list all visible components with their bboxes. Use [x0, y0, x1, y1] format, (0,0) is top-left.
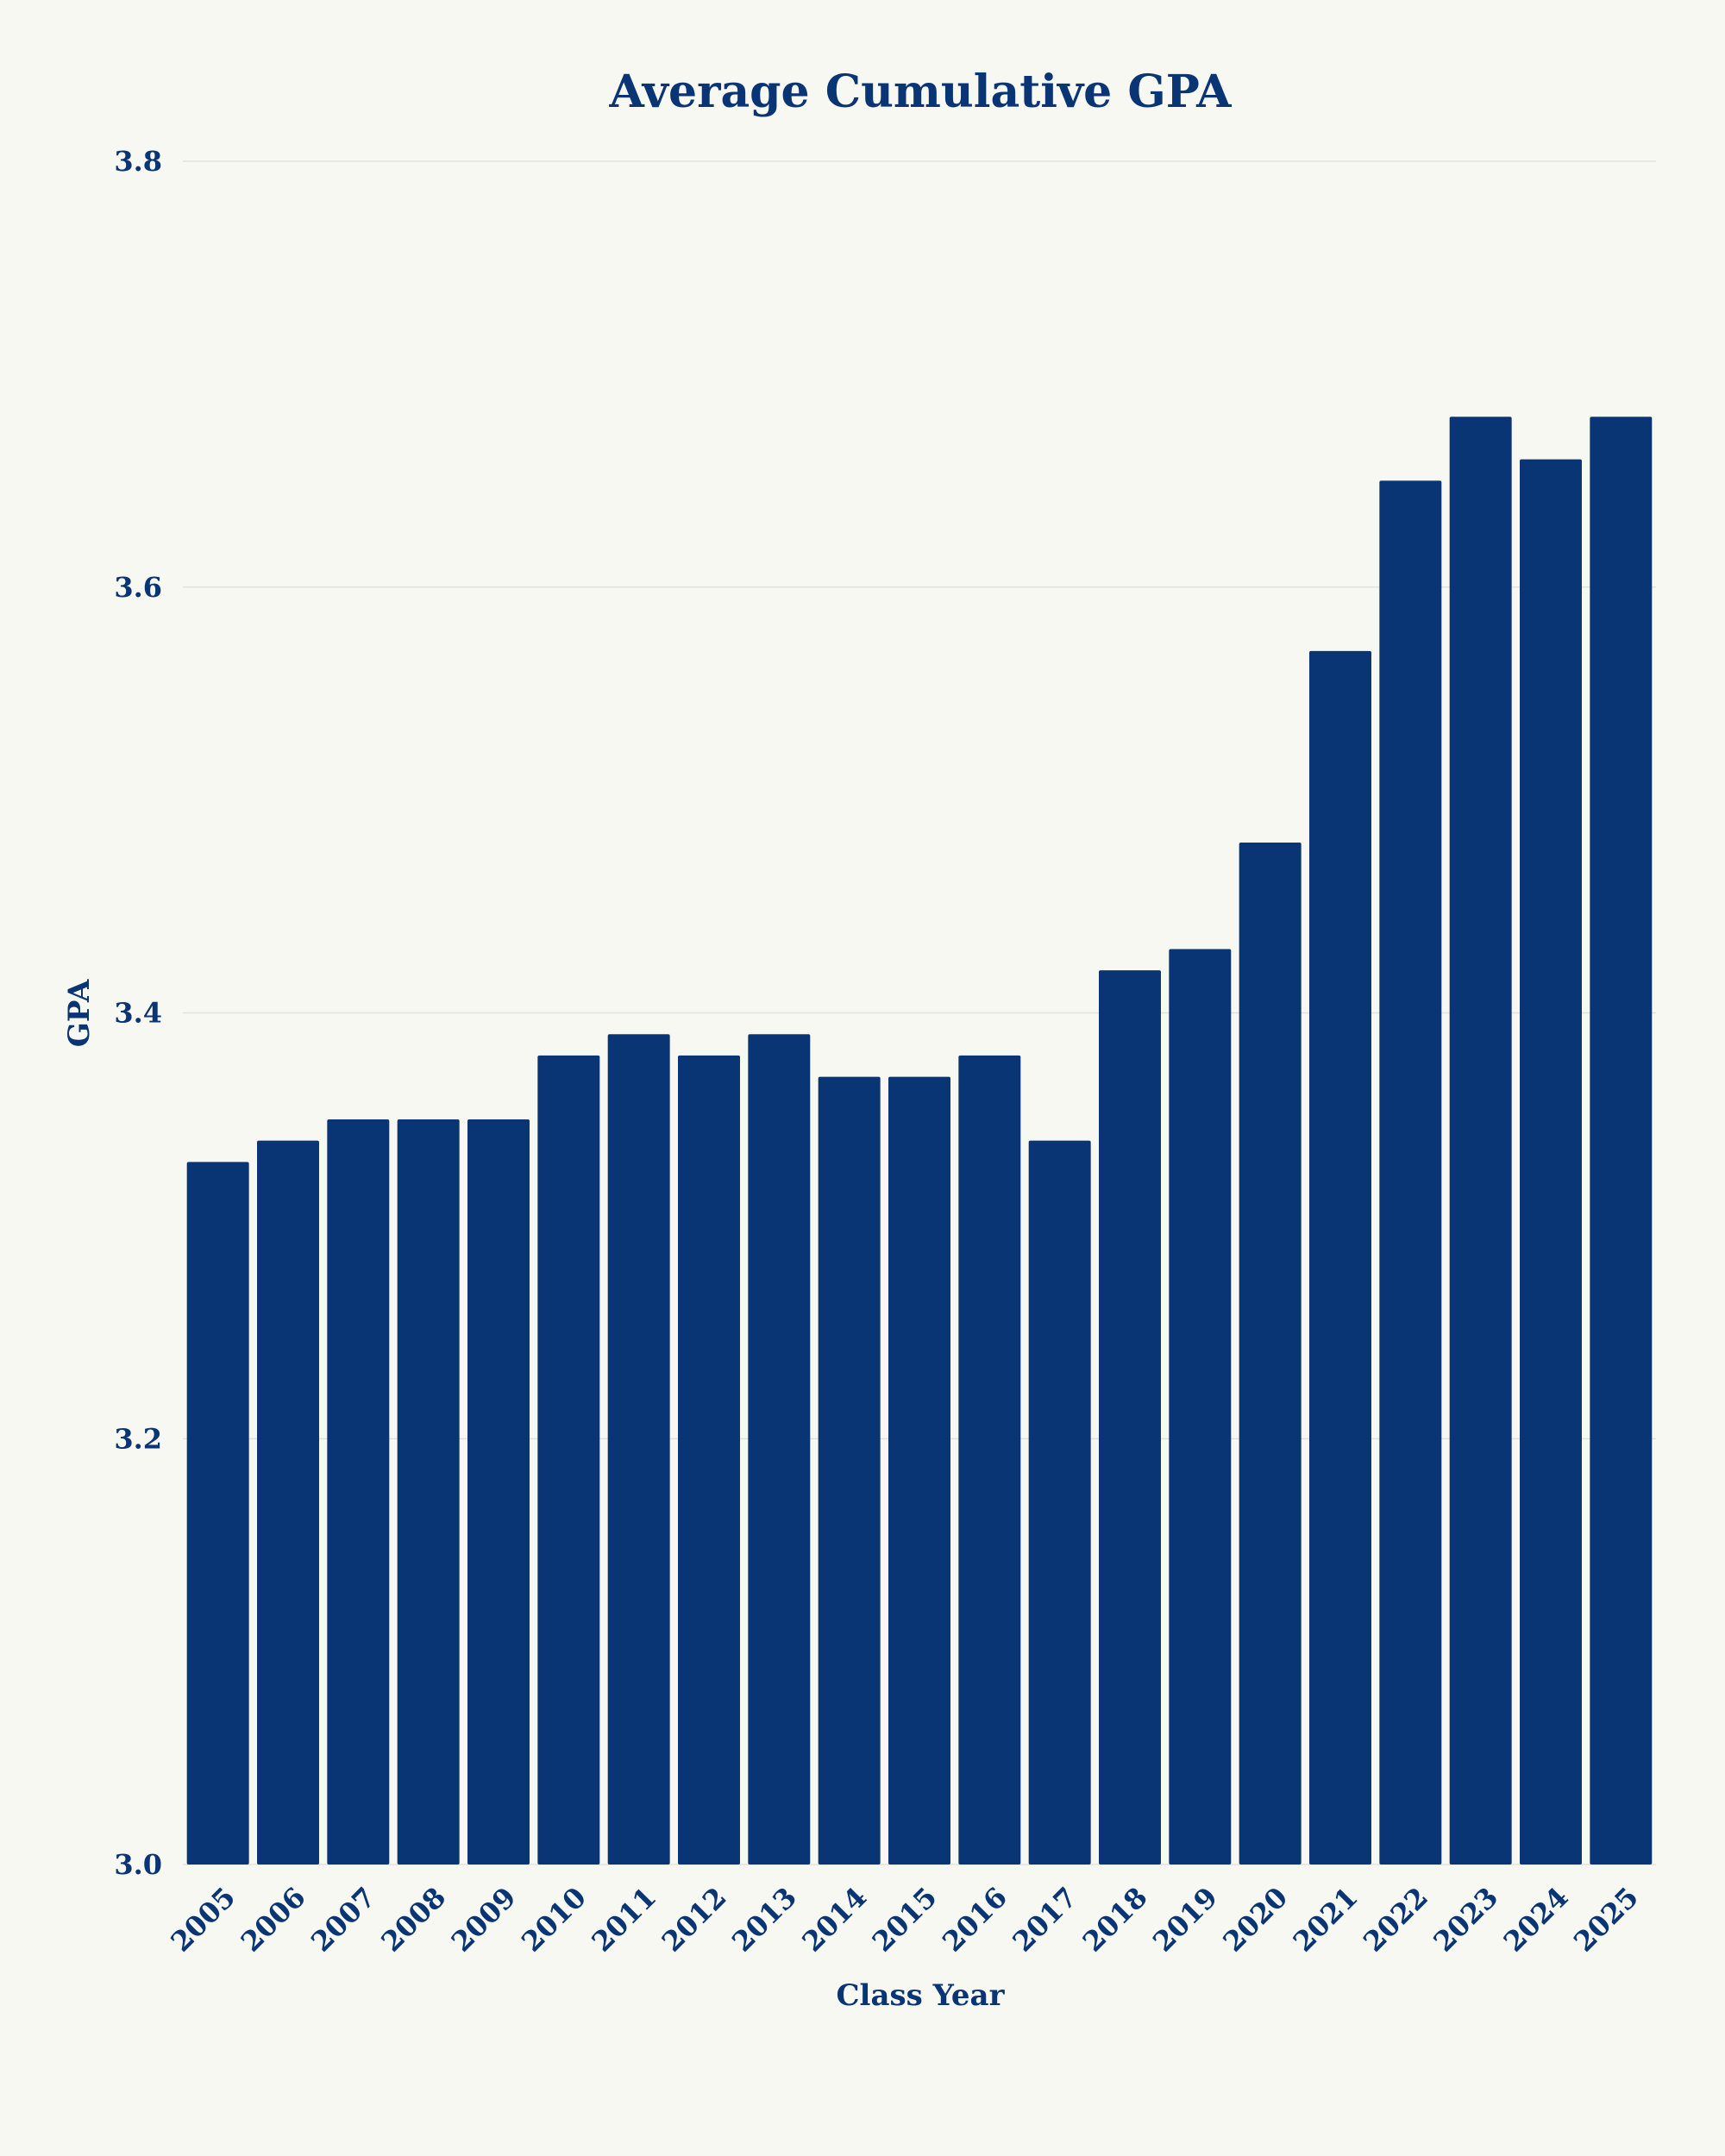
x-tick-label: 2009 — [445, 1881, 523, 1959]
x-tick-label: 2007 — [304, 1881, 382, 1959]
bar-2017 — [1028, 1140, 1091, 1865]
bar-2025 — [1590, 417, 1653, 1865]
y-tick-label: 3.4 — [114, 997, 162, 1030]
bar-2011 — [607, 1034, 670, 1865]
bar-2019 — [1169, 949, 1232, 1865]
bar-2005 — [186, 1162, 249, 1865]
x-tick-label: 2006 — [235, 1881, 312, 1959]
x-tick-label: 2024 — [1497, 1881, 1575, 1959]
bar-2021 — [1309, 650, 1371, 1865]
x-tick-label: 2013 — [725, 1881, 803, 1959]
x-tick-label: 2005 — [164, 1881, 242, 1959]
y-axis-label: GPA — [62, 979, 97, 1047]
x-tick-label: 2015 — [866, 1881, 944, 1959]
bar-2014 — [818, 1076, 881, 1865]
y-tick-label: 3.6 — [114, 571, 162, 604]
x-axis-ticks: 2005200620072008200920102011201220132014… — [164, 1881, 1645, 1959]
bar-2010 — [537, 1055, 600, 1865]
x-axis-label: Class Year — [836, 1978, 1005, 2013]
x-tick-label: 2016 — [936, 1881, 1013, 1959]
x-tick-label: 2014 — [795, 1881, 873, 1959]
bar-2007 — [327, 1119, 390, 1865]
chart-title: Average Cumulative GPA — [609, 66, 1233, 118]
bars — [186, 417, 1653, 1865]
bar-2009 — [467, 1119, 530, 1865]
bar-2015 — [888, 1076, 950, 1865]
x-tick-label: 2011 — [585, 1881, 662, 1959]
bar-2012 — [678, 1055, 740, 1865]
x-tick-label: 2017 — [1006, 1881, 1083, 1959]
y-tick-label: 3.8 — [114, 145, 162, 178]
bar-2020 — [1239, 843, 1302, 1865]
x-tick-label: 2010 — [515, 1881, 593, 1959]
x-tick-label: 2023 — [1427, 1881, 1504, 1959]
x-tick-label: 2012 — [656, 1881, 733, 1959]
bar-2022 — [1379, 480, 1442, 1865]
bar-2024 — [1520, 459, 1582, 1865]
y-tick-label: 3.2 — [114, 1422, 162, 1455]
x-tick-label: 2020 — [1216, 1881, 1294, 1959]
bar-2023 — [1449, 417, 1512, 1865]
bar-2008 — [397, 1119, 460, 1865]
x-tick-label: 2018 — [1076, 1881, 1154, 1959]
bar-2006 — [257, 1140, 319, 1865]
x-tick-label: 2025 — [1567, 1881, 1645, 1959]
bar-2018 — [1099, 970, 1161, 1865]
y-tick-label: 3.0 — [114, 1848, 162, 1881]
x-tick-label: 2022 — [1357, 1881, 1434, 1959]
x-tick-label: 2019 — [1146, 1881, 1224, 1959]
bar-2016 — [958, 1055, 1021, 1865]
bar-2013 — [748, 1034, 811, 1865]
x-tick-label: 2008 — [374, 1881, 452, 1959]
x-tick-label: 2021 — [1287, 1881, 1364, 1959]
y-axis-ticks: 3.0 3.2 3.4 3.6 3.8 — [114, 145, 162, 1881]
